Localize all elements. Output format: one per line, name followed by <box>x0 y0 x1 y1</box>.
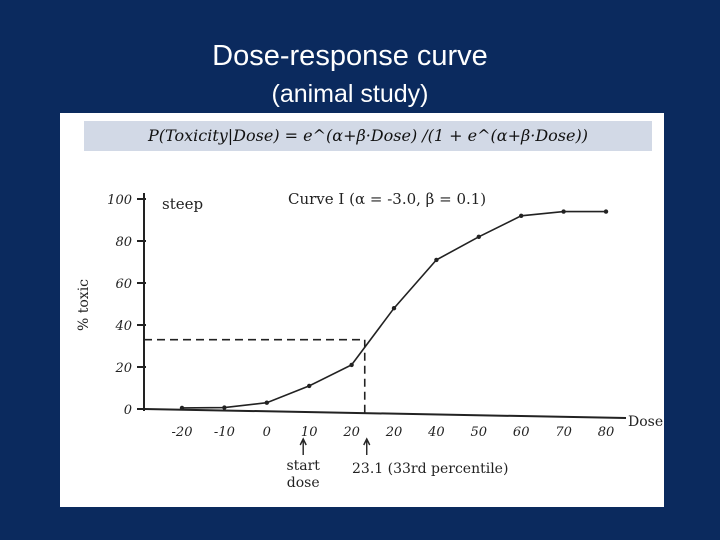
curve-group <box>179 209 609 411</box>
x-tick-label: -10 <box>214 425 235 440</box>
data-point <box>179 405 185 411</box>
annotation-steep: steep <box>162 195 203 213</box>
data-point <box>603 209 609 214</box>
annotation-start-dose: start dose <box>286 458 320 491</box>
y-axis-label: % toxic <box>76 279 92 331</box>
chart-title: Curve I (α = -3.0, β = 0.1) <box>288 190 486 208</box>
x-axis-line <box>143 408 627 419</box>
x-tick-label: 70 <box>555 425 572 440</box>
data-point <box>519 213 524 218</box>
y-tick-label: 0 <box>124 403 132 418</box>
reference-lines-group: start dose <box>144 338 371 491</box>
chart-panel: 0 20 40 60 80 100 -20 -10 0 10 20 20 40 50 60 70 80 star… <box>60 113 664 507</box>
slide-title: Dose-response curve <box>212 40 488 72</box>
start-dose-arrow-head <box>299 437 307 446</box>
y-tick-label: 80 <box>115 235 132 250</box>
ticks-group: 0 20 40 60 80 100 -20 -10 0 10 20 20 40 50 60 70 80 <box>107 193 614 440</box>
data-point <box>434 257 439 263</box>
x-axis-label: Dose <box>628 414 663 430</box>
x-tick-label: 50 <box>471 425 488 440</box>
data-point <box>349 362 354 368</box>
x-tick-label: 60 <box>513 425 530 440</box>
y-tick-label: 40 <box>114 319 132 334</box>
reference-arrow-head <box>363 437 371 446</box>
slide-subtitle: (animal study) <box>271 80 429 108</box>
data-point <box>476 234 481 239</box>
y-tick-label: 20 <box>114 361 132 376</box>
x-tick-label: 0 <box>263 425 271 440</box>
x-tick-label: 10 <box>301 425 318 440</box>
formula-box: P(Toxicity|Dose) = e^(α+β·Dose) /(1 + e^… <box>84 121 652 151</box>
reference-label: 23.1 (33rd percentile) <box>352 461 508 477</box>
x-tick-label: 40 <box>427 425 445 440</box>
data-point <box>307 383 312 389</box>
data-point <box>264 400 269 405</box>
dose-response-chart: 0 20 40 60 80 100 -20 -10 0 10 20 20 40 50 60 70 80 star… <box>76 190 663 491</box>
annotations-group: Curve I (α = -3.0, β = 0.1) steep Dose %… <box>76 190 663 477</box>
data-point <box>561 209 566 214</box>
x-tick-label: 80 <box>598 425 615 440</box>
x-tick-label: 20 <box>342 425 360 440</box>
x-tick-label: -20 <box>172 425 193 440</box>
data-point <box>222 405 227 410</box>
data-point <box>391 306 397 311</box>
axes-group <box>143 193 627 419</box>
y-tick-label: 60 <box>115 277 132 292</box>
x-tick-label: 20 <box>385 425 403 440</box>
y-tick-label: 100 <box>107 193 132 208</box>
